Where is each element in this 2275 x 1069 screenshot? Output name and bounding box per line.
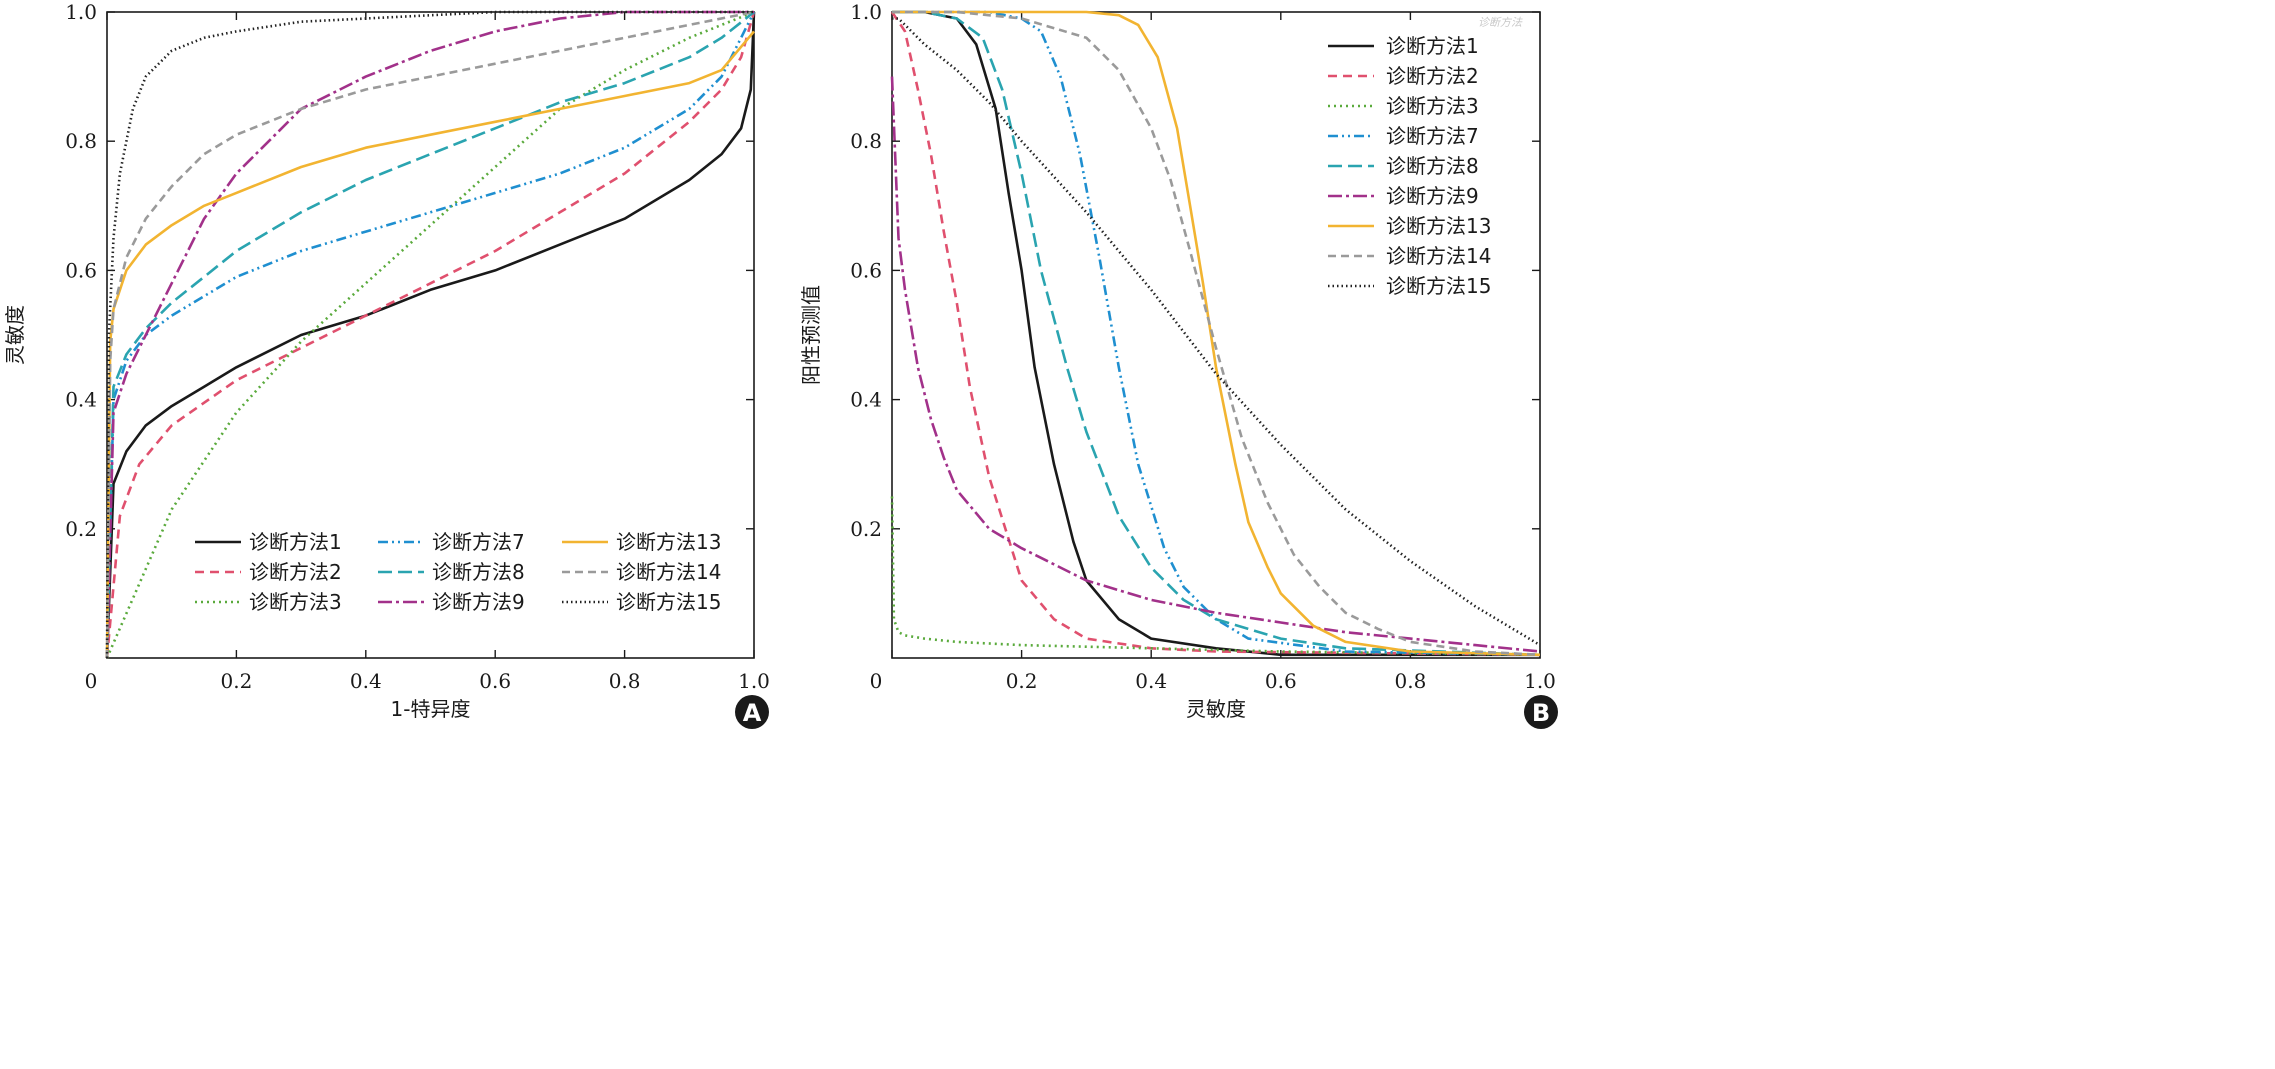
series-line-5	[105, 10, 755, 659]
series-line-3	[105, 10, 755, 659]
legend-label: 诊断方法7	[432, 530, 525, 554]
legend-label: 诊断方法15	[1386, 274, 1491, 298]
x-tick-label: 1.0	[1524, 669, 1556, 693]
x-axis-label: 灵敏度	[1186, 697, 1246, 721]
legend-label: 诊断方法8	[432, 560, 525, 584]
legend-label: 诊断方法8	[1386, 154, 1479, 178]
legend-label: 诊断方法9	[1386, 184, 1479, 208]
y-tick-label: 0.2	[65, 517, 97, 541]
legend-label: 诊断方法9	[432, 590, 525, 614]
legend-label: 诊断方法15	[616, 590, 721, 614]
series-line-7	[105, 30, 755, 659]
figure-canvas: 0 0.2 0.4 0.6 0.8 1.00.20.40.60.81.01-特异度灵敏度诊…	[3, 0, 1558, 729]
y-tick-label: 0.6	[65, 258, 97, 282]
x-tick-label: 0.6	[479, 669, 511, 693]
x-tick-label: 0.8	[609, 669, 641, 693]
series-line-4	[892, 10, 1541, 657]
legend-label: 诊断方法13	[1386, 214, 1491, 238]
legend-label: 诊断方法1	[249, 530, 342, 554]
y-tick-label: 0.6	[850, 258, 882, 282]
x-tick-label: 0.8	[1394, 669, 1426, 693]
y-tick-label: 0.2	[850, 517, 882, 541]
series-line-6	[890, 76, 1541, 653]
plot-frame	[106, 11, 755, 659]
panel-a: 0 0.2 0.4 0.6 0.8 1.0 0.2 0.4 0.6 0.8 1.0 1-特异度 灵敏度诊…	[3, 0, 770, 729]
series-line-1	[892, 10, 1540, 657]
x-tick-label: 1.0	[738, 669, 770, 693]
series-line-1	[105, 11, 756, 659]
panel-b: 0 0.2 0.4 0.6 0.8 1.0 0.2 0.4 0.6 0.8 1.0 灵敏度 阳性预测值 诊…	[799, 0, 1558, 729]
x-tick-label: 0	[85, 669, 98, 693]
watermark: 诊断方法	[1478, 16, 1523, 29]
legend-label: 诊断方法14	[1386, 244, 1491, 268]
legend-label: 诊断方法14	[616, 560, 721, 584]
legend-label: 诊断方法1	[1386, 34, 1479, 58]
x-tick-label: 0.4	[1135, 669, 1167, 693]
y-tick-label: 0.8	[850, 129, 882, 153]
legend-label: 诊断方法7	[1386, 124, 1479, 148]
series-line-4	[105, 11, 756, 659]
x-tick-label: 0.2	[220, 669, 252, 693]
series-line-8	[105, 10, 755, 659]
series-line-2	[105, 11, 756, 659]
panel-badge	[735, 695, 769, 729]
legend-label: 诊断方法2	[1386, 64, 1479, 88]
series-line-8	[892, 10, 1541, 657]
panel-badge-label: B	[1532, 699, 1550, 727]
x-tick-label: 0.4	[350, 669, 382, 693]
series-line-3	[890, 496, 1541, 657]
y-axis-label: 灵敏度	[3, 305, 27, 365]
y-tick-label: 0.8	[65, 129, 97, 153]
y-axis-label: 阳性预测值	[799, 285, 823, 385]
y-tick-label: 0.4	[65, 388, 97, 412]
series-line-7	[892, 10, 1541, 657]
series-line-5	[892, 10, 1541, 657]
legend-label: 诊断方法3	[249, 590, 342, 614]
series-line-9	[105, 10, 754, 659]
panel-badge-label: A	[743, 699, 762, 727]
legend-label: 诊断方法2	[249, 560, 342, 584]
x-tick-label: 0	[870, 669, 883, 693]
y-tick-label: 1.0	[850, 0, 882, 24]
x-axis-label: 1-特异度	[391, 697, 471, 721]
x-tick-label: 0.6	[1265, 669, 1297, 693]
panel-badge	[1524, 695, 1558, 729]
y-tick-label: 1.0	[65, 0, 97, 24]
plot-frame	[891, 11, 1541, 659]
legend-label: 诊断方法13	[616, 530, 721, 554]
x-tick-label: 0.2	[1006, 669, 1038, 693]
y-tick-label: 0.4	[850, 388, 882, 412]
series-line-2	[890, 11, 1541, 657]
legend-label: 诊断方法3	[1386, 94, 1479, 118]
